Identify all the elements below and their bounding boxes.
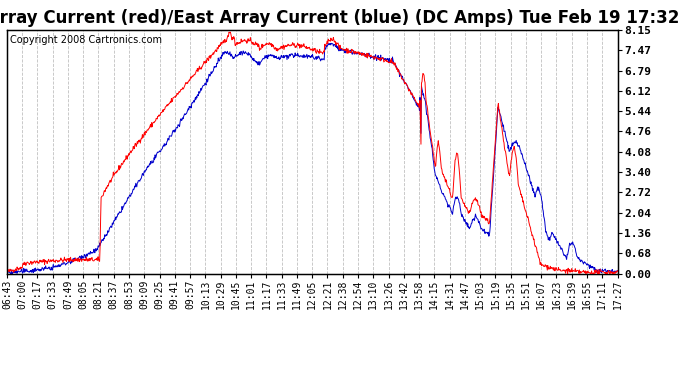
Text: Copyright 2008 Cartronics.com: Copyright 2008 Cartronics.com — [10, 35, 162, 45]
Text: West Array Current (red)/East Array Current (blue) (DC Amps) Tue Feb 19 17:32: West Array Current (red)/East Array Curr… — [0, 9, 680, 27]
